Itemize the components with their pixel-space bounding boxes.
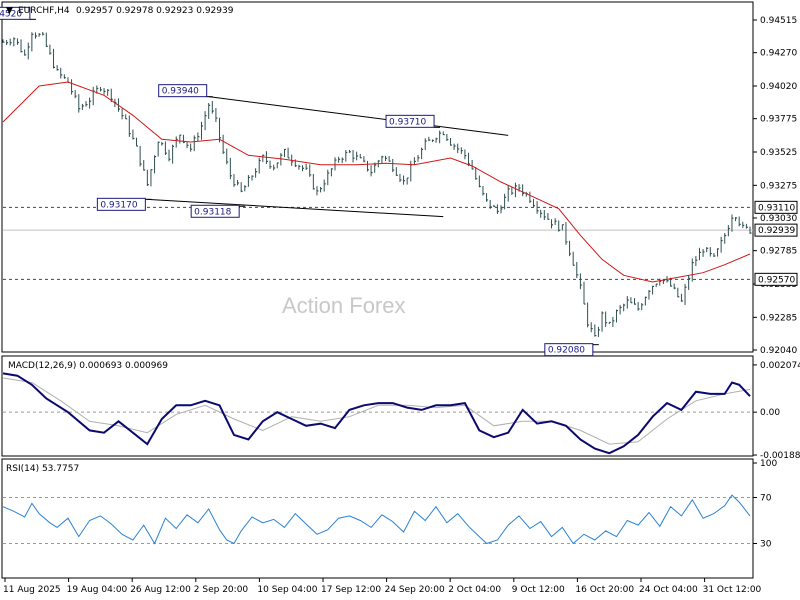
time-tick-label: 11 Aug 2025 [3,585,61,595]
price-callout-box [385,114,435,128]
price-level-label: 0.92570 [758,275,795,285]
time-tick-label: 10 Sep 04:00 [257,585,317,595]
time-tick-label: 26 Aug 12:00 [130,585,191,595]
price-tick-label: 0.93030 [760,214,797,224]
price-callout-box [190,204,240,218]
time-tick-label: 19 Aug 04:00 [67,585,128,595]
rsi-title: RSI(14) 53.7757 [6,464,79,474]
ohlc-values: 0.92957 0.92978 0.92923 0.92939 [76,6,234,16]
time-tick-label: 31 Oct 12:00 [703,585,762,595]
trendline [147,198,444,218]
moving-average-line [2,81,751,283]
time-tick-label: 16 Oct 20:00 [575,585,634,595]
rsi-tick-label: 70 [760,494,772,504]
price-callout-label: 0.93940 [162,87,199,97]
price-tick-label: 0.94270 [760,49,797,59]
rsi-tick-label: 100 [760,459,777,469]
time-tick-label: 2 Oct 04:00 [448,585,501,595]
macd-line [2,372,751,455]
price-callout-label: 0.93170 [100,200,137,210]
time-tick-label: 2 Sep 20:00 [194,585,249,595]
rsi-tick-label: 30 [760,540,772,550]
price-tick-label: 0.93775 [760,115,797,125]
time-tick-label: 17 Sep 12:00 [321,585,381,595]
price-tick-label: 0.92785 [760,247,797,257]
price-callout-box [158,84,208,98]
macd-title: MACD(12,26,9) 0.000693 0.000969 [8,361,168,371]
price-panel [1,1,754,353]
time-tick-label: 24 Sep 20:00 [385,585,445,595]
price-callout-box [96,197,146,211]
price-level-box [754,272,798,286]
price-level-label: 0.93110 [758,203,795,213]
price-tick-label: 0.94515 [760,16,797,26]
price-tick-label: 0.94020 [760,82,797,92]
macd-tick-label: 0.002074 [760,361,800,371]
price-tick-label: 0.92040 [760,346,797,356]
time-tick-label: 9 Oct 12:00 [512,585,565,595]
time-tick-label: 24 Oct 04:00 [639,585,698,595]
price-callout-box [544,343,594,357]
price-level-label: 0.92939 [758,226,795,236]
price-callout-label: 0.93118 [194,207,231,217]
price-callout-label: 0.94520 [0,9,22,19]
price-tick-label: 0.93275 [760,181,797,191]
price-callout-box [0,6,31,20]
dropdown-triangle-icon[interactable]: ▼ [6,6,13,16]
trendline [208,96,509,136]
symbol-timeframe: EURCHF,H4 [18,6,70,16]
price-level-box [754,223,798,237]
price-level-box [754,200,798,214]
watermark: Action Forex [282,293,406,318]
price-callout-label: 0.93710 [389,117,426,127]
rsi-line [2,494,751,545]
rsi-panel [1,458,754,579]
macd-tick-label: 0.00 [760,408,780,418]
price-tick-label: 0.92285 [760,313,797,323]
price-tick-label: 0.93525 [760,148,797,158]
price-callout-label: 0.92080 [548,346,585,356]
